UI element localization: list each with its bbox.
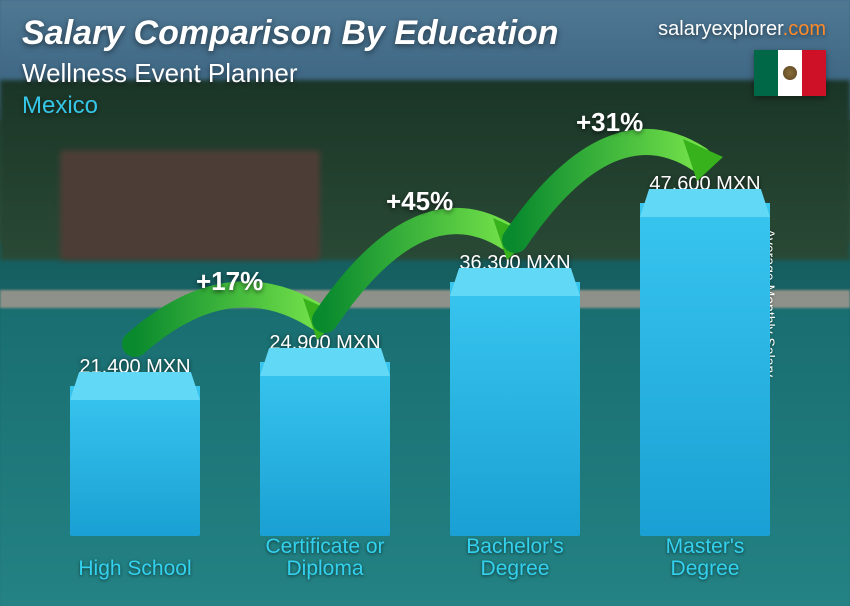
brand-prefix: salaryexplorer xyxy=(658,18,783,40)
bar-label: Master'sDegree xyxy=(615,536,795,580)
bar-label: Bachelor'sDegree xyxy=(425,536,605,580)
mexico-flag-icon xyxy=(754,50,826,96)
bar-label: High School xyxy=(45,558,225,580)
country: Mexico xyxy=(22,92,98,120)
brand-suffix: .com xyxy=(783,18,826,40)
subtitle: Wellness Event Planner xyxy=(22,58,298,89)
salary-bar-chart: 21,400 MXNHigh School 24,900 MXNCertifica… xyxy=(40,130,790,584)
brand-logo: salaryexplorer.com xyxy=(658,18,826,41)
bar-3: 47,600 MXNMaster'sDegree xyxy=(630,203,780,536)
bar-label: Certificate orDiploma xyxy=(235,536,415,580)
bar-2: 36,300 MXNBachelor'sDegree xyxy=(440,282,590,536)
bar-0: 21,400 MXNHigh School xyxy=(60,386,210,536)
title: Salary Comparison By Education xyxy=(22,14,559,53)
bar-1: 24,900 MXNCertificate orDiploma xyxy=(250,362,400,536)
